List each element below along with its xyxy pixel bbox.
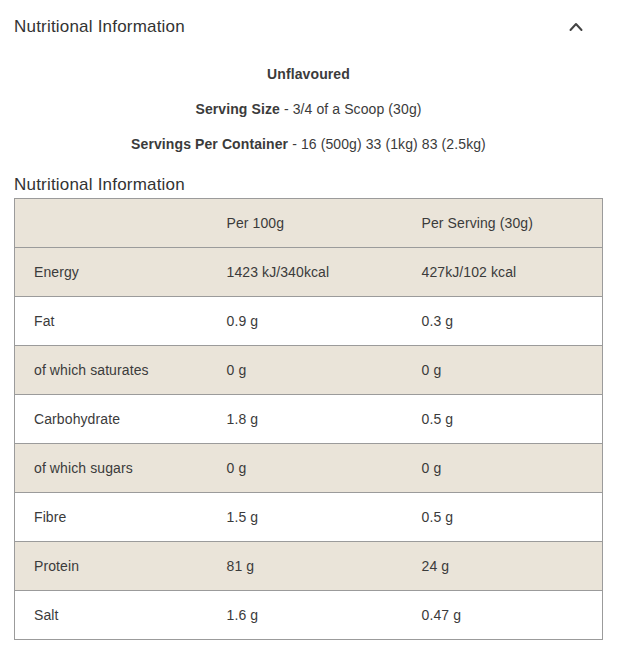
- table-header-row: Per 100g Per Serving (30g): [15, 199, 603, 248]
- nutritional-information-accordion-header[interactable]: Nutritional Information: [0, 0, 617, 38]
- per-serving-cell: 24 g: [422, 542, 603, 591]
- serving-size-line: Serving Size - 3/4 of a Scoop (30g): [0, 101, 617, 118]
- per-serving-cell: 0.5 g: [422, 395, 603, 444]
- table-row: of which sugars 0 g 0 g: [15, 444, 603, 493]
- per-serving-cell: 0.47 g: [422, 591, 603, 640]
- per-100g-cell: 0 g: [227, 346, 422, 395]
- per-100g-cell: 1.8 g: [227, 395, 422, 444]
- per-serving-cell: 0.5 g: [422, 493, 603, 542]
- per-100g-cell: 81 g: [227, 542, 422, 591]
- row-label-cell: of which saturates: [15, 346, 227, 395]
- chevron-up-icon: [569, 22, 583, 32]
- row-label-cell: of which sugars: [15, 444, 227, 493]
- per-serving-cell: 0.3 g: [422, 297, 603, 346]
- per-100g-cell: 1.5 g: [227, 493, 422, 542]
- accordion-title: Nutritional Information: [14, 15, 185, 38]
- table-row: Protein 81 g 24 g: [15, 542, 603, 591]
- per-serving-cell: 0 g: [422, 346, 603, 395]
- per-100g-cell: 0 g: [227, 444, 422, 493]
- row-label-cell: Fat: [15, 297, 227, 346]
- servings-per-container-value: - 16 (500g) 33 (1kg) 83 (2.5kg): [288, 136, 486, 152]
- per-serving-cell: 0 g: [422, 444, 603, 493]
- table-row: Salt 1.6 g 0.47 g: [15, 591, 603, 640]
- row-label-cell: Protein: [15, 542, 227, 591]
- per-serving-column-header: Per Serving (30g): [422, 199, 603, 248]
- servings-per-container-line: Servings Per Container - 16 (500g) 33 (1…: [0, 136, 617, 153]
- row-label-cell: Energy: [15, 248, 227, 297]
- nutritional-information-section: Nutritional Information Unflavoured Serv…: [0, 0, 617, 658]
- table-row: Fibre 1.5 g 0.5 g: [15, 493, 603, 542]
- table-row: of which saturates 0 g 0 g: [15, 346, 603, 395]
- table-row: Carbohydrate 1.8 g 0.5 g: [15, 395, 603, 444]
- row-label-cell: Salt: [15, 591, 227, 640]
- servings-per-container-label: Servings Per Container: [131, 136, 288, 152]
- row-label-cell: Carbohydrate: [15, 395, 227, 444]
- nutrition-table: Per 100g Per Serving (30g) Energy 1423 k…: [14, 198, 603, 640]
- serving-info: Unflavoured Serving Size - 3/4 of a Scoo…: [0, 66, 617, 153]
- serving-size-label: Serving Size: [195, 101, 279, 117]
- per-serving-cell: 427kJ/102 kcal: [422, 248, 603, 297]
- per-100g-cell: 1423 kJ/340kcal: [227, 248, 422, 297]
- flavour-name: Unflavoured: [0, 66, 617, 83]
- table-row: Fat 0.9 g 0.3 g: [15, 297, 603, 346]
- table-row: Energy 1423 kJ/340kcal 427kJ/102 kcal: [15, 248, 603, 297]
- per-100g-column-header: Per 100g: [227, 199, 422, 248]
- per-100g-cell: 1.6 g: [227, 591, 422, 640]
- nutrient-column-header: [15, 199, 227, 248]
- table-title: Nutritional Information: [14, 175, 617, 195]
- serving-size-value: - 3/4 of a Scoop (30g): [280, 101, 422, 117]
- row-label-cell: Fibre: [15, 493, 227, 542]
- per-100g-cell: 0.9 g: [227, 297, 422, 346]
